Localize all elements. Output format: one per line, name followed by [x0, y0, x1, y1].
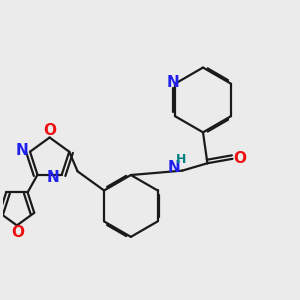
- Text: O: O: [43, 123, 56, 138]
- Text: N: N: [166, 75, 179, 90]
- Text: O: O: [233, 151, 246, 166]
- Text: H: H: [176, 153, 186, 166]
- Text: N: N: [15, 143, 28, 158]
- Text: N: N: [47, 169, 60, 184]
- Text: O: O: [11, 225, 24, 240]
- Text: N: N: [167, 160, 180, 175]
